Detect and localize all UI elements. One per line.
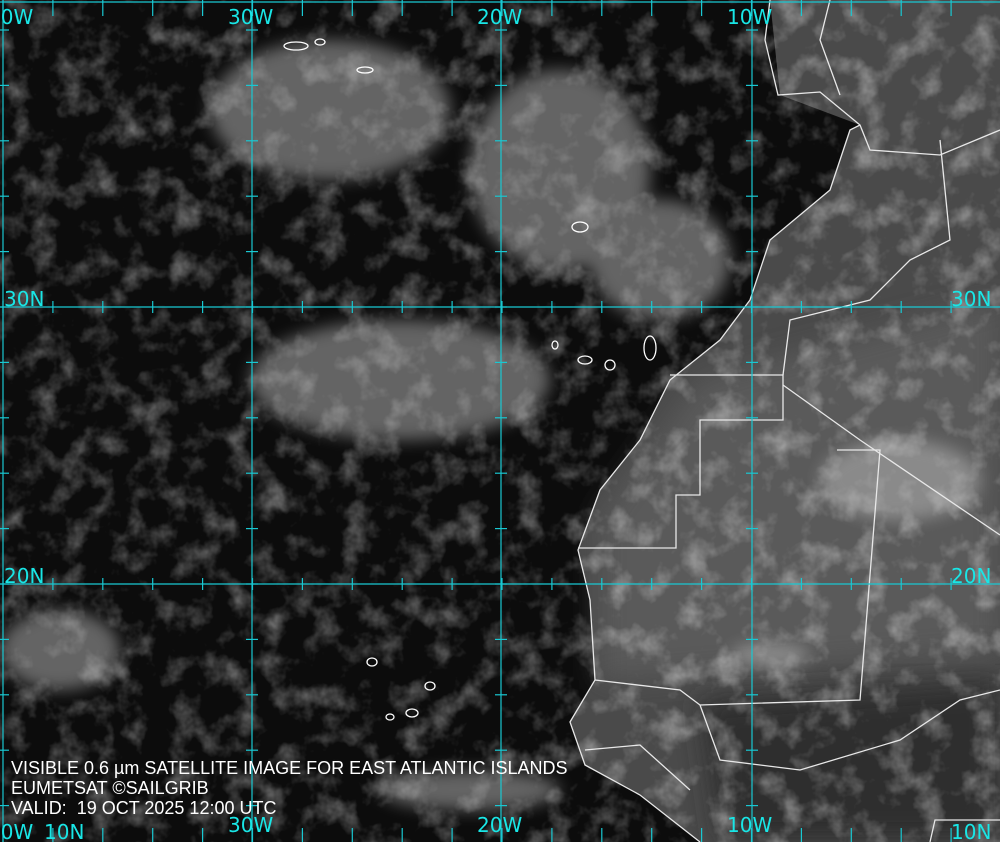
lon-label-bottom-30w: 30W xyxy=(228,813,274,837)
lat-label-right-10n: 10N xyxy=(951,820,992,842)
lon-label-top-30w: 30W xyxy=(228,5,274,29)
coastlines xyxy=(569,0,1000,842)
lat-label-left-10n: 10N xyxy=(44,820,85,842)
lat-label-right-30n: 30N xyxy=(951,287,992,311)
image-title: VISIBLE 0.6 µm SATELLITE IMAGE FOR EAST … xyxy=(11,758,568,778)
lon-label-bottom-20w: 20W xyxy=(477,813,523,837)
image-credit: EUMETSAT ©SAILGRIB xyxy=(11,778,209,798)
lon-label-top-20w: 20W xyxy=(477,5,523,29)
lat-label-left-20n: 20N xyxy=(4,564,45,588)
lon-label-bottom-40w: 40W xyxy=(0,820,34,842)
lon-label-top-40w: 40W xyxy=(0,5,34,29)
lon-label-top-10w: 10W xyxy=(727,5,773,29)
valid-time: VALID: 19 OCT 2025 12:00 UTC xyxy=(11,798,277,818)
lon-label-bottom-10w: 10W xyxy=(727,813,773,837)
lat-label-right-20n: 20N xyxy=(951,564,992,588)
islands xyxy=(283,38,657,721)
grid-ticks xyxy=(0,0,952,842)
lat-label-left-30n: 30N xyxy=(4,287,45,311)
